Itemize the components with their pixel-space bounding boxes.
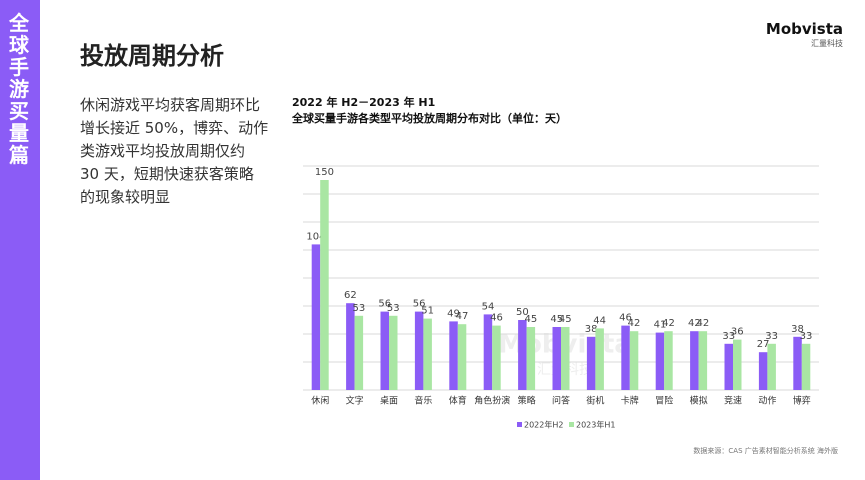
x-tick-label: 街机 — [586, 395, 604, 407]
value-label: 49 — [447, 308, 460, 319]
summary: 休闲游戏平均获客周期环比 增长接近 50%，博弈、动作 类游戏平均投放周期仅约 30 … — [80, 94, 268, 209]
bar — [389, 315, 398, 390]
bar — [457, 324, 467, 390]
bar — [758, 352, 768, 390]
sidebar-label: 全球手游买量篇 — [9, 11, 29, 167]
summary-line: 休闲游戏平均获客周期环比 — [80, 96, 261, 114]
legend-swatch — [517, 422, 522, 427]
bar — [767, 343, 776, 390]
value-label: 45 — [559, 314, 572, 325]
x-tick-label: 模拟 — [690, 395, 708, 407]
summary-line: 增长接近 50%，博弈、动作 — [80, 119, 269, 137]
logo-name: Mobvista — [765, 20, 843, 38]
logo: Mobvista 汇量科技 — [766, 20, 843, 49]
value-label: 45 — [524, 314, 537, 325]
value-label: 51 — [421, 306, 434, 317]
bar — [526, 327, 536, 390]
bar — [793, 336, 802, 390]
x-tick-label: 问答 — [552, 395, 570, 407]
bar — [354, 315, 364, 390]
bar — [698, 331, 708, 390]
value-label: 33 — [800, 331, 813, 342]
x-tick-label: 博弈 — [793, 395, 811, 407]
chart-title: 2022 年 H2－2023 年 H1 — [292, 95, 435, 109]
x-tick-label: 竞速 — [724, 395, 742, 407]
value-label: 45 — [550, 314, 563, 325]
value-label: 50 — [516, 307, 529, 318]
x-tick-label: 桌面 — [380, 395, 398, 407]
bar — [690, 331, 699, 390]
value-label: 33 — [765, 331, 778, 342]
value-label: 62 — [344, 290, 357, 301]
x-tick-label: 文字 — [346, 395, 364, 407]
legend-swatch — [569, 422, 574, 427]
bar — [346, 303, 355, 390]
summary-line: 类游戏平均投放周期仅约 — [80, 142, 246, 160]
bar — [483, 314, 493, 390]
legend-label: 2023年H1 — [576, 420, 615, 430]
bar — [655, 332, 665, 390]
x-tick-label: 策略 — [518, 395, 536, 407]
bar — [320, 180, 329, 390]
sidebar: 全球手游买量篇 — [0, 0, 40, 480]
value-label: 54 — [482, 301, 495, 312]
value-label: 42 — [662, 318, 675, 329]
bar — [311, 244, 321, 390]
value-label: 47 — [456, 311, 469, 322]
bar — [629, 331, 639, 390]
value-label: 38 — [585, 324, 598, 335]
legend-label: 2022年H2 — [524, 420, 563, 430]
value-label: 42 — [696, 318, 709, 329]
value-label: 53 — [387, 303, 400, 314]
x-tick-label: 角色扮演 — [474, 395, 510, 407]
bar — [621, 325, 630, 390]
bar — [414, 311, 424, 390]
logo-subname: 汇量科技 — [811, 39, 843, 48]
value-label: 56 — [413, 299, 426, 310]
value-label: 41 — [654, 320, 667, 331]
bar — [423, 318, 432, 390]
bar — [552, 327, 561, 390]
source: 数据来源：CAS 广告素材智能分析系统 海外版 — [693, 446, 838, 455]
value-label: 53 — [352, 303, 365, 314]
bar — [380, 311, 389, 390]
bar — [733, 339, 742, 390]
value-label: 44 — [593, 315, 606, 326]
bar — [586, 336, 596, 390]
x-tick-label: 音乐 — [414, 395, 432, 407]
x-tick-label: 冒险 — [655, 395, 673, 407]
x-tick-label: 卡牌 — [621, 395, 639, 407]
bar — [595, 328, 604, 390]
value-label: 38 — [791, 324, 804, 335]
value-label: 27 — [757, 339, 770, 350]
value-label: 36 — [731, 327, 744, 338]
value-label: 46 — [619, 313, 632, 324]
value-label: 42 — [628, 318, 641, 329]
value-label: 33 — [722, 331, 735, 342]
bar — [801, 343, 811, 390]
x-tick-label: 休闲 — [311, 395, 329, 407]
bar — [518, 320, 527, 390]
x-tick-label: 动作 — [758, 395, 776, 407]
value-label: 46 — [490, 313, 503, 324]
value-label: 42 — [688, 318, 701, 329]
heading: 投放周期分析 — [80, 42, 224, 70]
summary-line: 30 天，短期快速获客策略 — [80, 165, 254, 183]
summary-line: 的现象较明显 — [80, 188, 171, 206]
bar — [664, 331, 673, 390]
bar — [449, 321, 458, 390]
value-label: 104 — [306, 231, 325, 242]
x-tick-label: 体育 — [449, 395, 467, 407]
bar — [492, 325, 501, 390]
value-label: 150 — [315, 167, 334, 178]
chart-subtitle: 全球买量手游各类型平均投放周期分布对比（单位：天） — [291, 111, 567, 125]
value-label: 56 — [378, 299, 391, 310]
bar — [724, 343, 733, 390]
bar — [561, 327, 570, 390]
